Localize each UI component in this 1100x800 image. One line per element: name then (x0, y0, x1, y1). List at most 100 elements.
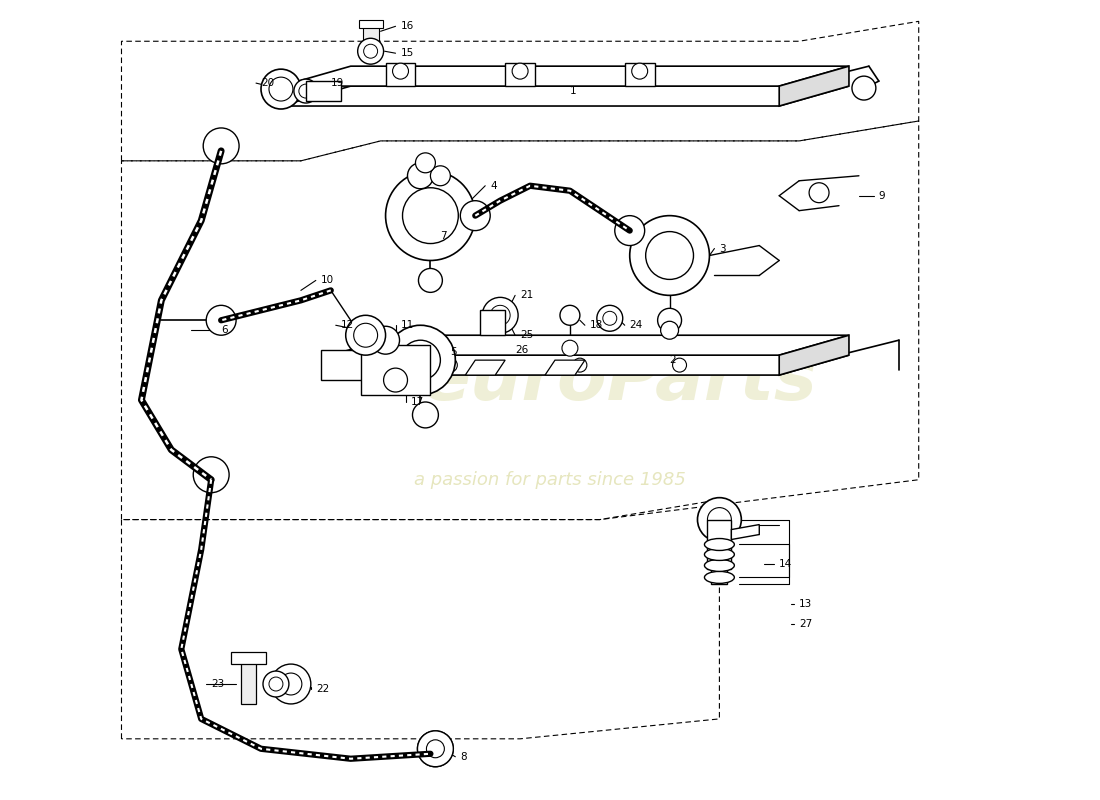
Circle shape (412, 402, 439, 428)
Bar (321, 350, 371, 380)
Bar (707, 519, 732, 570)
Circle shape (707, 508, 732, 531)
Circle shape (460, 201, 491, 230)
Circle shape (646, 231, 693, 279)
Text: 10: 10 (321, 275, 334, 286)
Polygon shape (465, 360, 505, 375)
Text: 17: 17 (410, 397, 424, 407)
Circle shape (573, 358, 587, 372)
Polygon shape (331, 335, 849, 355)
Circle shape (384, 368, 407, 392)
Circle shape (271, 664, 311, 704)
Text: 9: 9 (879, 190, 886, 201)
Circle shape (400, 340, 440, 380)
Circle shape (430, 166, 450, 186)
Text: 4: 4 (491, 181, 497, 190)
Circle shape (603, 311, 617, 326)
Circle shape (629, 216, 710, 295)
Text: 14: 14 (779, 559, 792, 570)
Bar (306, 81, 341, 101)
Ellipse shape (704, 571, 735, 583)
Circle shape (403, 188, 459, 243)
Circle shape (194, 457, 229, 493)
Polygon shape (779, 66, 849, 106)
Ellipse shape (704, 538, 735, 550)
Ellipse shape (704, 559, 735, 571)
Circle shape (562, 340, 578, 356)
Text: a passion for parts since 1985: a passion for parts since 1985 (414, 470, 686, 489)
Circle shape (407, 163, 433, 189)
Circle shape (418, 731, 453, 766)
Text: 20: 20 (261, 78, 274, 88)
Polygon shape (544, 360, 585, 375)
Bar (481, 310, 505, 335)
Circle shape (416, 153, 436, 173)
Circle shape (482, 298, 518, 334)
Circle shape (597, 306, 623, 331)
Bar (359, 20, 383, 28)
Text: 8: 8 (460, 752, 466, 762)
Circle shape (358, 38, 384, 64)
Circle shape (204, 128, 239, 164)
Circle shape (491, 306, 510, 326)
Text: 21: 21 (520, 290, 534, 300)
Circle shape (261, 69, 301, 109)
Text: 16: 16 (400, 22, 414, 31)
Circle shape (615, 216, 645, 246)
Text: 27: 27 (799, 619, 813, 630)
Polygon shape (625, 63, 654, 86)
Circle shape (560, 306, 580, 326)
Circle shape (354, 323, 377, 347)
Text: 19: 19 (331, 78, 344, 88)
Text: 2: 2 (670, 355, 676, 365)
Circle shape (270, 677, 283, 691)
Text: 23: 23 (211, 679, 224, 689)
Circle shape (658, 308, 682, 332)
Circle shape (299, 84, 312, 98)
Polygon shape (280, 86, 849, 106)
Circle shape (661, 322, 679, 339)
Text: euroParts: euroParts (421, 346, 817, 414)
Circle shape (386, 170, 475, 261)
Text: 15: 15 (400, 48, 414, 58)
Circle shape (697, 498, 741, 542)
Circle shape (513, 63, 528, 79)
Circle shape (851, 76, 876, 100)
Circle shape (294, 79, 318, 103)
Circle shape (263, 671, 289, 697)
Polygon shape (386, 360, 426, 375)
Circle shape (270, 77, 293, 101)
Bar (231, 652, 266, 664)
Circle shape (631, 63, 648, 79)
Text: 26: 26 (515, 345, 528, 355)
Circle shape (672, 358, 686, 372)
Bar (363, 26, 378, 46)
Circle shape (206, 306, 236, 335)
Circle shape (279, 673, 301, 695)
Polygon shape (386, 63, 416, 86)
Polygon shape (779, 335, 849, 375)
Circle shape (345, 315, 386, 355)
Text: 18: 18 (590, 320, 603, 330)
Text: 22: 22 (316, 684, 329, 694)
Text: 6: 6 (221, 326, 228, 335)
Circle shape (386, 326, 455, 395)
Circle shape (393, 63, 408, 79)
Circle shape (443, 358, 458, 372)
Text: 7: 7 (440, 230, 447, 241)
Text: 13: 13 (799, 599, 813, 610)
Text: 11: 11 (400, 320, 414, 330)
Circle shape (427, 740, 444, 758)
Circle shape (372, 326, 399, 354)
Circle shape (810, 182, 829, 202)
Text: 3: 3 (719, 243, 726, 254)
Text: 12: 12 (341, 320, 354, 330)
Polygon shape (331, 355, 849, 375)
Polygon shape (505, 63, 535, 86)
Circle shape (418, 731, 453, 766)
Text: 5: 5 (450, 347, 456, 357)
Bar (712, 570, 727, 584)
Polygon shape (280, 66, 849, 86)
Bar (361, 345, 430, 395)
Ellipse shape (704, 549, 735, 561)
